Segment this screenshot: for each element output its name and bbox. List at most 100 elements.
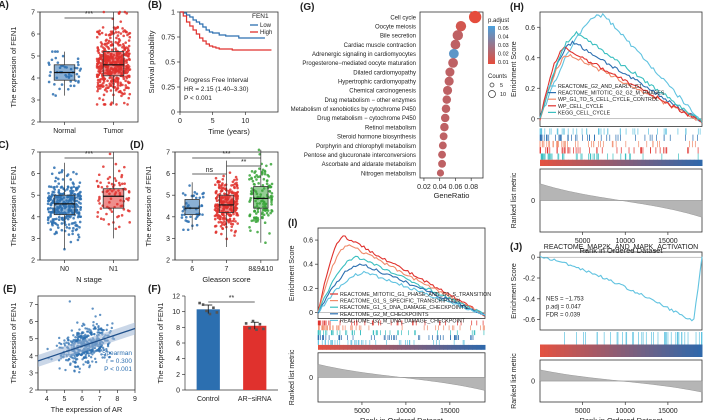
data-point [126, 103, 129, 106]
data-point [65, 214, 69, 218]
data-point [268, 232, 271, 235]
es-curve-REACTOME_MITOTIC_G2_G2_M_PHASES [539, 40, 703, 123]
data-point [59, 342, 63, 346]
data-point [260, 212, 264, 216]
data-point [54, 94, 57, 97]
data-point [127, 54, 130, 58]
y-tick-label: 3 [29, 370, 33, 377]
rank-gradient-cell [661, 159, 667, 166]
data-point [193, 191, 197, 194]
data-point [194, 196, 198, 200]
data-point [105, 84, 108, 87]
colorbar-label: 0.05 [498, 26, 509, 32]
data-point [115, 36, 118, 40]
hit-band [540, 332, 703, 357]
annotation: P < 0.001 [104, 366, 132, 373]
data-point [57, 177, 60, 181]
rank-gradient-cell [616, 344, 622, 357]
rank-gradient-cell [568, 159, 573, 166]
data-point [127, 32, 131, 35]
category-label: Drug metabolism − other enzymes [324, 98, 416, 104]
data-point [117, 225, 121, 229]
data-point [64, 368, 67, 372]
data-point [230, 229, 233, 232]
data-point [116, 84, 120, 87]
category-label: Nitrogen metabolism [361, 171, 416, 177]
data-point [268, 189, 272, 193]
data-point [95, 349, 98, 352]
enrichment-dot [448, 58, 458, 68]
x-tick-label: 4 [45, 396, 49, 403]
panel-label: (I) [288, 218, 297, 229]
rank-gradient-cell [584, 344, 590, 357]
annotation: r = 0.300 [106, 358, 132, 365]
data-point [65, 341, 68, 344]
data-point [195, 223, 199, 227]
y-axis-label: Ranked list metric [289, 349, 296, 405]
rank-gradient-cell [653, 159, 658, 166]
enrichment-dot [444, 76, 454, 86]
data-point [270, 182, 274, 186]
data-point [63, 342, 66, 345]
data-point [77, 335, 80, 338]
data-point [124, 54, 128, 57]
x-tick-label: 5000 [575, 238, 591, 245]
data-point [228, 218, 232, 222]
y-tick-label: 3 [31, 236, 35, 243]
replicate-point [248, 326, 251, 330]
data-point [88, 331, 92, 334]
legend-title: FEN1 [252, 13, 269, 20]
data-point [250, 177, 253, 181]
data-point [103, 356, 106, 359]
rank-gradient-cell [637, 159, 642, 166]
data-point [109, 103, 113, 106]
x-tick-label: 10 [241, 118, 249, 125]
significance-label: ns [206, 167, 214, 174]
data-point [78, 220, 82, 224]
data-point [122, 77, 126, 81]
data-point [223, 223, 226, 227]
rank-gradient-cell [414, 344, 419, 350]
data-point [214, 231, 218, 234]
data-point [213, 214, 217, 218]
data-point [71, 181, 75, 185]
rank-gradient-cell [641, 344, 646, 357]
rank-gradient-cell [564, 159, 569, 166]
rank-gradient-cell [600, 159, 606, 166]
legend-label: Low [260, 23, 272, 29]
data-point [76, 196, 79, 199]
data-point [78, 370, 81, 374]
data-point [220, 189, 223, 193]
data-point [265, 164, 268, 168]
data-point [263, 170, 267, 174]
data-point [270, 192, 274, 195]
rank-gradient-cell [359, 344, 365, 350]
data-point [97, 199, 100, 202]
annotation: Spearman [102, 350, 132, 357]
rank-gradient-cell [685, 344, 691, 357]
data-point [253, 210, 256, 213]
rank-gradient-cell [697, 159, 703, 166]
data-point [264, 241, 267, 245]
rank-gradient-cell [604, 344, 610, 357]
rank-gradient-cell [447, 344, 453, 350]
data-point [66, 88, 70, 91]
rank-gradient-cell [677, 344, 683, 357]
data-point [113, 177, 117, 180]
data-point [66, 217, 70, 221]
data-point [116, 34, 120, 37]
data-point [229, 222, 233, 226]
data-point [98, 78, 101, 82]
data-point [67, 336, 70, 339]
data-point [75, 199, 79, 203]
x-tick-label: Tumor [104, 128, 125, 135]
data-point [47, 216, 50, 219]
panel-label: (G) [300, 2, 314, 13]
data-point [80, 332, 83, 335]
data-point [236, 186, 239, 190]
data-point [117, 169, 121, 173]
category-label: Hypertrophic cardiomyopathy [338, 80, 416, 86]
x-tick-label: 5 [211, 118, 215, 125]
data-point [69, 363, 72, 367]
rank-gradient-cell [430, 344, 436, 350]
